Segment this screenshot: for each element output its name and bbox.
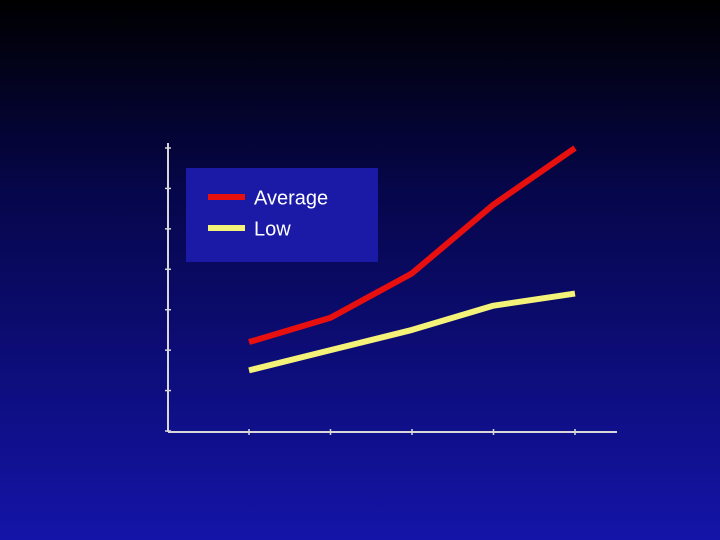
legend-label: Low	[254, 218, 291, 240]
legend-box	[186, 168, 378, 262]
series-line	[248, 290, 576, 374]
legend-label: Average	[254, 187, 328, 209]
series-line	[248, 145, 577, 345]
